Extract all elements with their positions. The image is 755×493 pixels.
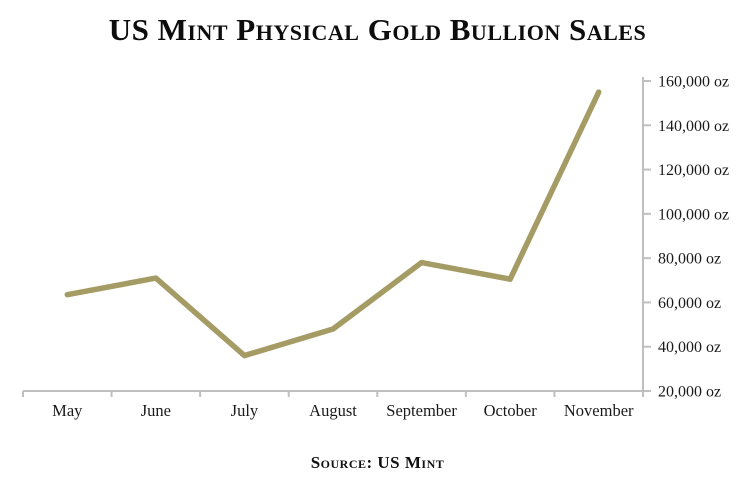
x-category-label: June <box>141 401 171 420</box>
x-category-label: August <box>309 401 357 420</box>
x-category-label: September <box>386 401 457 420</box>
sales-line <box>64 89 602 359</box>
x-category-label: October <box>484 401 538 420</box>
x-category-label: May <box>52 401 83 420</box>
source-caption: Source: US Mint <box>310 453 445 472</box>
y-tick-label: 140,000 oz <box>658 118 729 135</box>
y-tick-label: 160,000 oz <box>658 74 729 91</box>
y-tick-label: 120,000 oz <box>658 162 729 179</box>
y-tick-label: 20,000 oz <box>658 384 721 401</box>
y-tick-label: 60,000 oz <box>658 295 721 312</box>
y-tick-label: 80,000 oz <box>658 251 721 268</box>
y-tick-label: 100,000 oz <box>658 206 729 223</box>
chart-title: US Mint Physical Gold Bullion Sales <box>108 12 647 47</box>
x-category-label: July <box>231 401 259 420</box>
y-tick-label: 40,000 oz <box>658 339 721 356</box>
x-category-label: November <box>564 401 634 420</box>
